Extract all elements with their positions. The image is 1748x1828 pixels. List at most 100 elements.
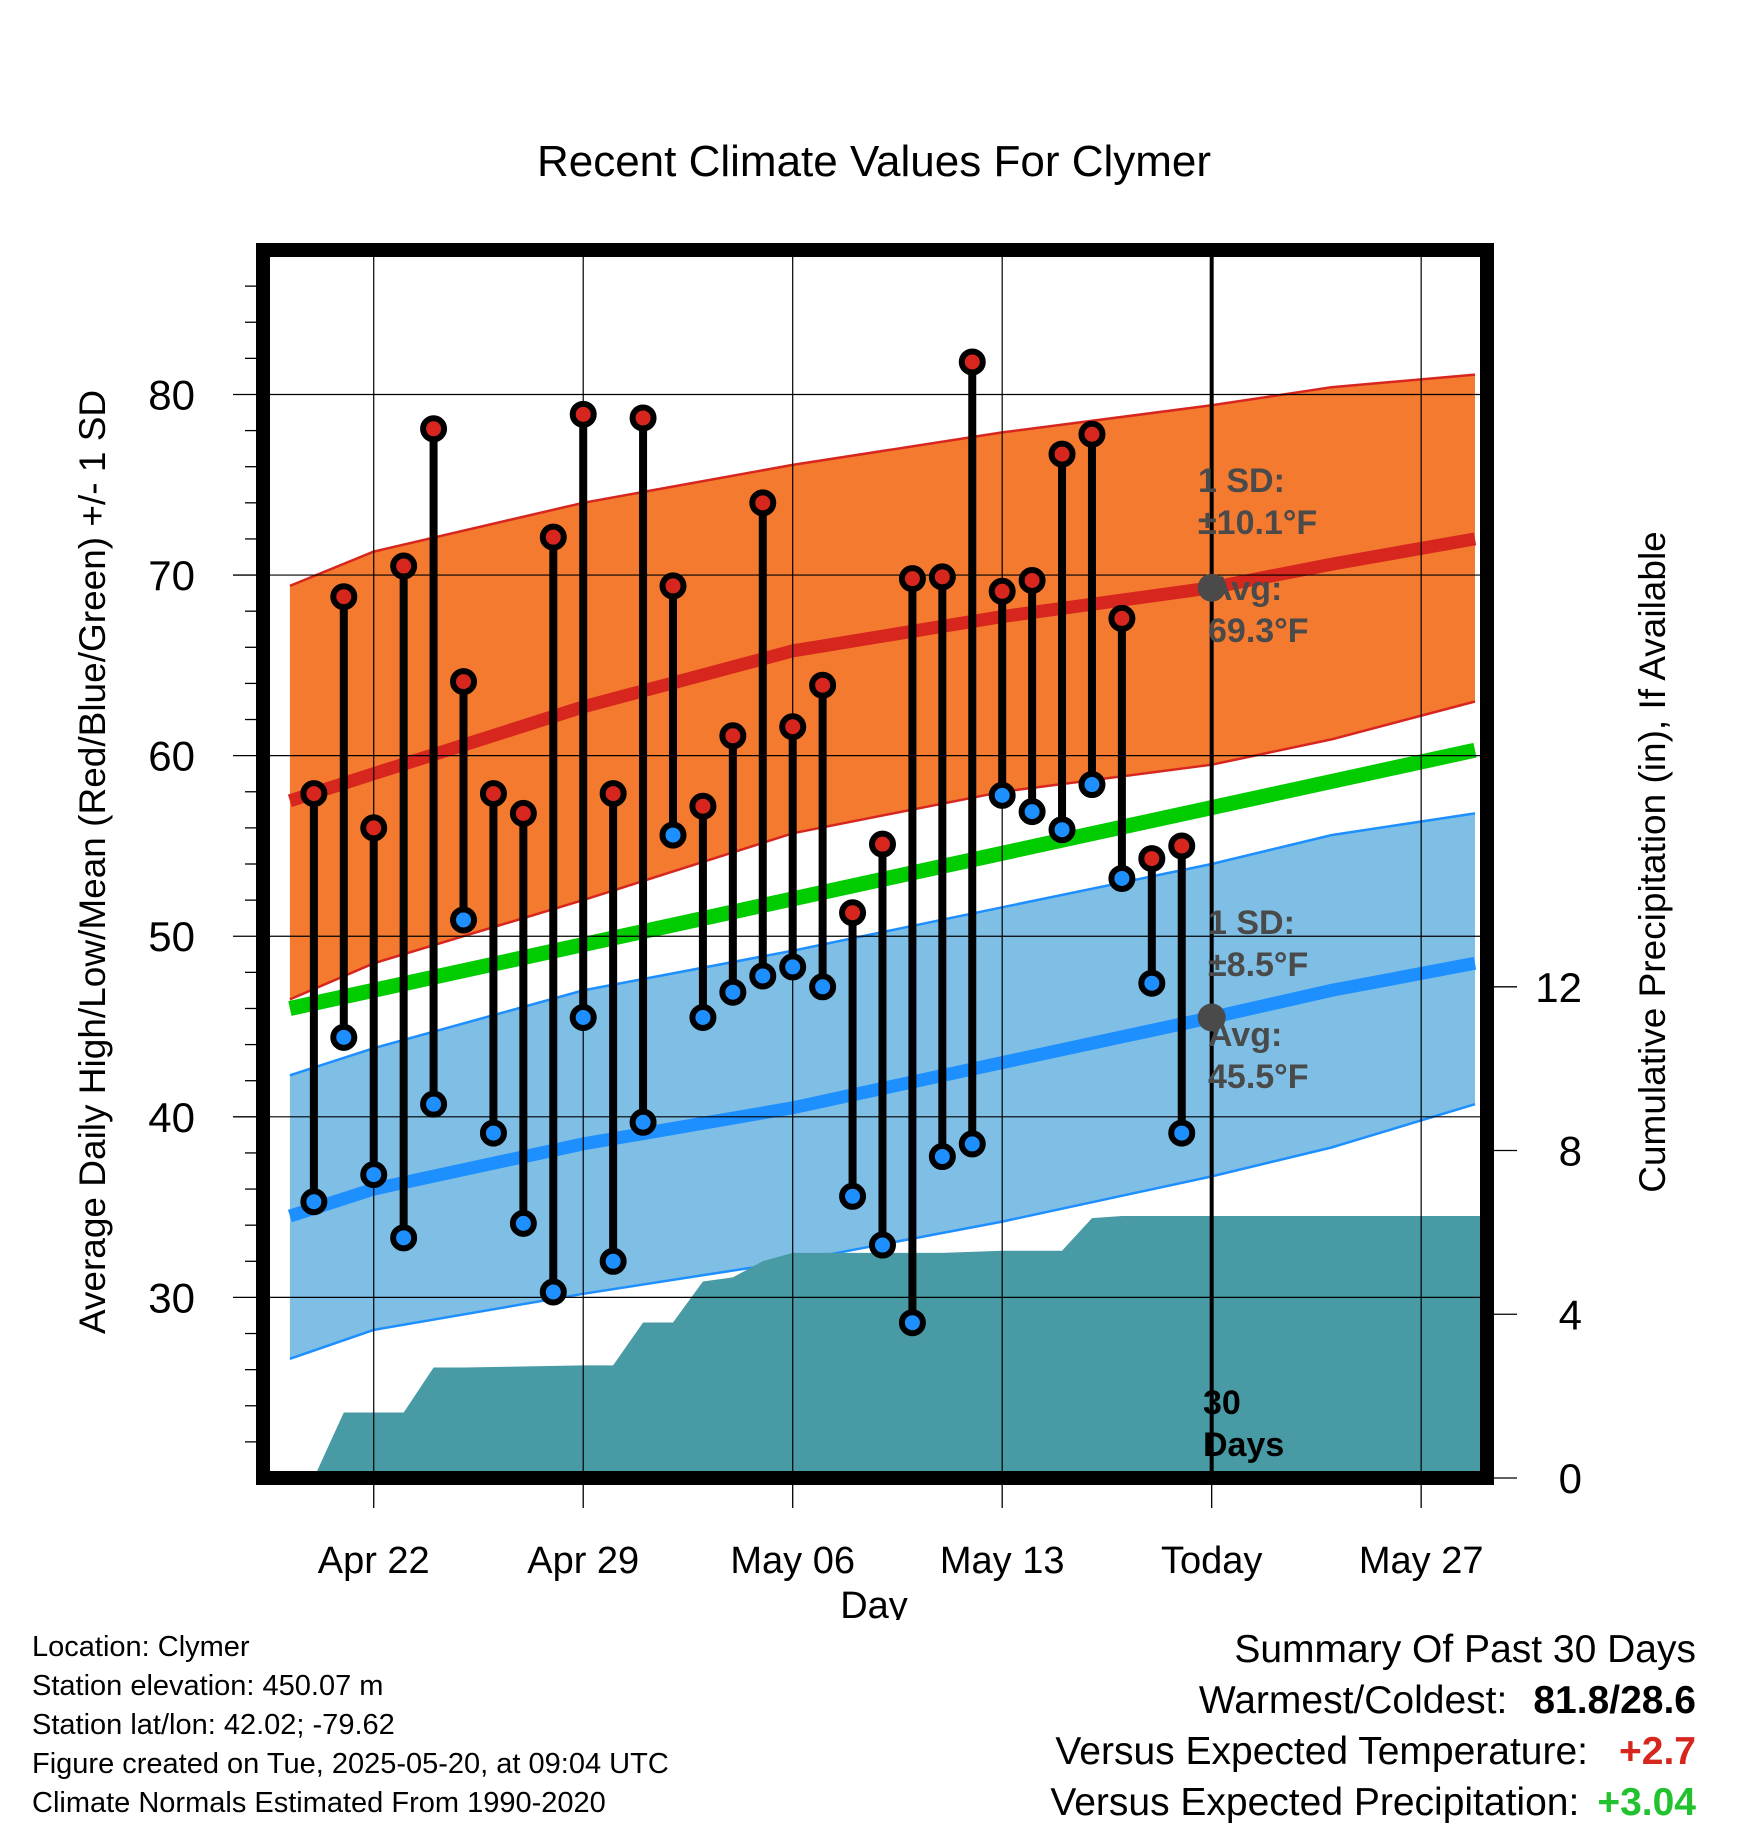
daily-high-point [1048,440,1076,468]
y-tick-label: 40 [148,1094,195,1141]
daily-low-point [868,1231,896,1259]
y-tick-label: 80 [148,371,195,418]
daily-low-point [599,1247,627,1275]
daily-high-point [1168,832,1196,860]
daily-high-point [300,780,328,808]
high-avg-label-line: 69.3°F [1208,612,1309,650]
daily-high-point [420,415,448,443]
daily-high-point [1018,566,1046,594]
daily-high-point [689,792,717,820]
location-text: Location: Clymer [32,1631,250,1663]
daily-low-point [1018,798,1046,826]
today-low-avg-marker [1197,1003,1226,1032]
daily-high-point [599,780,627,808]
daily-high-point [779,713,807,741]
low-avg-label: Avg: 45.5°F [1208,1016,1309,1096]
daily-high-point [330,583,358,611]
low-sd-label: 1 SD: ±8.5°F [1208,904,1308,984]
daily-low-point [1078,771,1106,799]
daily-high-point [539,523,567,551]
y2-tick-label: 12 [1535,964,1582,1011]
y2-axis-label: Cumulative Precipitation (in), If Availa… [1632,531,1673,1193]
normal-low-avg-line [287,956,1477,1223]
plot-area [270,257,1480,1471]
y-tick-label: 60 [148,733,195,780]
low-avg-label-line: Avg: [1208,1016,1282,1054]
daily-high-point [839,899,867,927]
normals-text: Climate Normals Estimated From 1990-2020 [32,1787,606,1819]
chart-title: Recent Climate Values For Clymer [537,137,1211,186]
daily-high-point [479,780,507,808]
today-window-label-line: 30 [1203,1384,1241,1422]
daily-high-point [1108,604,1136,632]
daily-high-point [868,830,896,858]
today-window-label: 30 Days [1203,1384,1284,1464]
daily-low-point [928,1143,956,1171]
daily-high-point [898,565,926,593]
daily-high-point [928,563,956,591]
y2-tick-label: 8 [1559,1128,1582,1175]
daily-low-point [1168,1119,1196,1147]
y-tick-label: 50 [148,913,195,960]
warmest-value: 81.8/28.6 [1533,1679,1696,1722]
daily-low-point [1138,969,1166,997]
y-tick-label: 30 [148,1274,195,1321]
plot-frame [256,243,1494,1485]
x-tick-label: May 13 [940,1540,1065,1582]
daily-low-point [300,1188,328,1216]
x-tick-label: Apr 22 [318,1540,430,1582]
daily-low-point [360,1161,388,1189]
summary-heading: Summary Of Past 30 Days [1234,1628,1696,1671]
y2-tick-label: 4 [1559,1291,1582,1338]
y-axis-label: Average Daily High/Low/Mean (Red/Blue/Gr… [72,390,113,1334]
normal-high-upper-line [289,373,1476,588]
daily-high-point [509,799,537,827]
daily-low-point [779,953,807,981]
daily-low-point [479,1119,507,1147]
low-sd-label-line: ±8.5°F [1208,946,1308,984]
x-tick-label: May 27 [1359,1540,1484,1582]
daily-low-point [629,1108,657,1136]
daily-high-point [1078,420,1106,448]
created-text: Figure created on Tue, 2025-05-20, at 09… [32,1748,669,1780]
summary-warmest-row: Warmest/Coldest: 81.8/28.6 [1050,1675,1696,1726]
daily-low-point [390,1224,418,1252]
daily-low-point [420,1090,448,1118]
daily-high-point [569,400,597,428]
daily-high-point [1138,845,1166,873]
climate-chart: Recent Climate Values For Clymer 1 SD: ±1… [72,137,1673,1620]
daily-high-point [988,577,1016,605]
precip-label: Versus Expected Precipitation: [1050,1781,1580,1824]
daily-high-point [360,814,388,842]
station-info: Location: Clymer Station elevation: 450.… [32,1628,669,1823]
daily-high-point [749,489,777,517]
x-axis-label: Day [840,1585,908,1620]
x-tick-label: May 06 [730,1540,855,1582]
precip-area [317,1216,1480,1471]
summary-panel: Summary Of Past 30 Days Warmest/Coldest:… [1050,1624,1696,1828]
summary-precip-row: Versus Expected Precipitation: +3.04 [1050,1777,1696,1828]
high-sd-label-line: ±10.1°F [1198,504,1317,542]
daily-low-point [539,1278,567,1306]
temp-label: Versus Expected Temperature: [1055,1730,1588,1773]
x-tick-label: Today [1161,1540,1262,1582]
daily-low-point [509,1209,537,1237]
daily-high-point [629,404,657,432]
normal-low-upper-line [289,812,1476,1077]
daily-high-point [958,348,986,376]
y2-tick-label: 0 [1559,1455,1582,1502]
latlon-text: Station lat/lon: 42.02; -79.62 [32,1709,395,1741]
normal-high-avg-line [287,532,1477,807]
low-sd-label-line: 1 SD: [1208,904,1295,942]
warmest-label: Warmest/Coldest: [1198,1679,1508,1722]
daily-high-point [719,722,747,750]
summary-temp-row: Versus Expected Temperature: +2.7 [1050,1726,1696,1777]
temp-value: +2.7 [1619,1730,1696,1773]
today-high-avg-marker [1197,573,1226,602]
daily-low-point [988,781,1016,809]
x-tick-label: Apr 29 [527,1540,639,1582]
daily-low-point [719,978,747,1006]
y-tick-label: 70 [148,552,195,599]
daily-low-point [1108,864,1136,892]
daily-low-point [749,962,777,990]
